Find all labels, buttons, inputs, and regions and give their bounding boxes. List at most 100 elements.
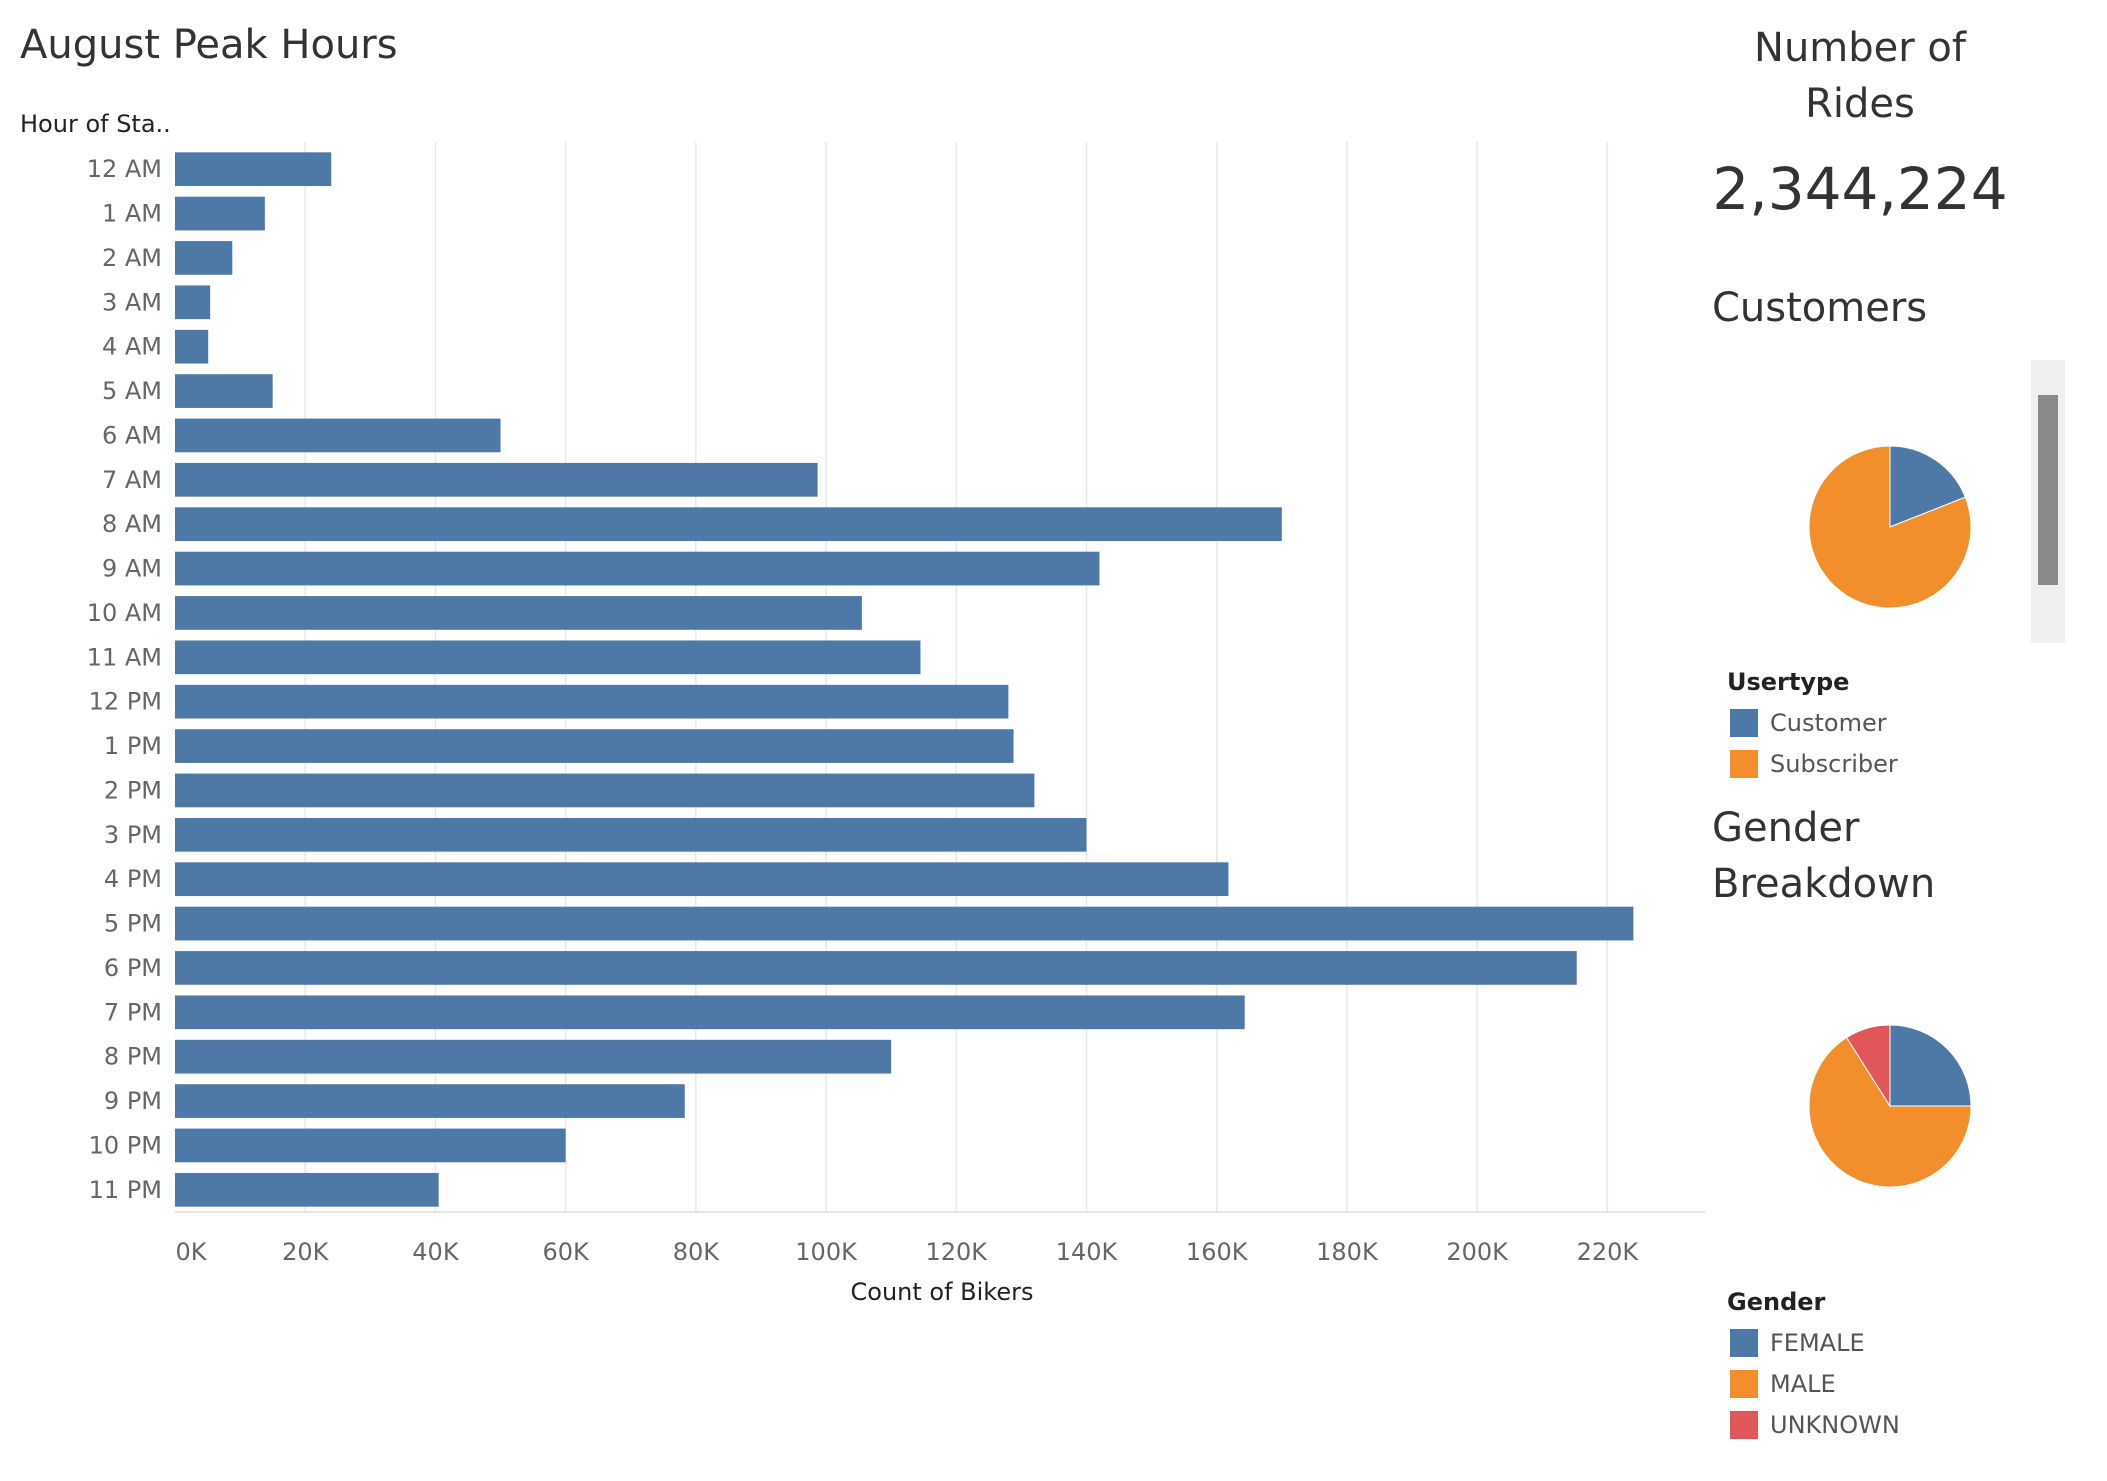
- x-tick-label: 60K: [542, 1238, 590, 1266]
- legend-label: UNKNOWN: [1770, 1411, 1900, 1439]
- bar-4-am[interactable]: [175, 329, 209, 364]
- bar-9-pm[interactable]: [175, 1084, 685, 1118]
- y-tick-label: 5 AM: [102, 377, 162, 405]
- bar-1-am[interactable]: [175, 196, 265, 231]
- female-swatch: [1730, 1329, 1758, 1357]
- legend-item-customer[interactable]: Customer: [1730, 708, 1887, 738]
- bar-11-am[interactable]: [175, 640, 921, 675]
- x-tick-label: 180K: [1316, 1238, 1379, 1266]
- y-tick-label: 8 PM: [104, 1043, 162, 1071]
- y-tick-label: 4 PM: [104, 865, 162, 893]
- x-tick-label: 80K: [673, 1238, 721, 1266]
- bar-3-am[interactable]: [175, 285, 211, 320]
- y-tick-label: 9 AM: [102, 555, 162, 583]
- x-tick-label: 220K: [1577, 1238, 1640, 1266]
- y-tick-label: 3 PM: [104, 821, 162, 849]
- y-tick-label: 10 AM: [87, 599, 162, 627]
- bar-6-am[interactable]: [175, 418, 501, 453]
- customer-swatch: [1730, 709, 1758, 737]
- x-tick-label: 140K: [1056, 1238, 1119, 1266]
- bar-7-am[interactable]: [175, 462, 818, 497]
- y-tick-label: 12 PM: [89, 688, 162, 716]
- pie-slice-subscriber[interactable]: [1808, 445, 1972, 609]
- y-tick-label: 11 AM: [87, 643, 162, 671]
- y-tick-label: 9 PM: [104, 1087, 162, 1115]
- page-title: August Peak Hours: [20, 22, 398, 68]
- x-tick-label: 20K: [282, 1238, 330, 1266]
- y-tick-label: 10 PM: [89, 1131, 162, 1159]
- pie-slice-male[interactable]: [1808, 1036, 1972, 1188]
- y-tick-label: 11 PM: [89, 1176, 162, 1204]
- bar-6-pm[interactable]: [175, 951, 1577, 985]
- bar-7-pm[interactable]: [175, 995, 1245, 1030]
- y-tick-label: 5 PM: [104, 910, 162, 938]
- y-axis-title: Hour of Sta..: [20, 110, 171, 138]
- usertype-legend-title: Usertype: [1727, 668, 1850, 696]
- x-tick-label: 40K: [412, 1238, 460, 1266]
- gender-title-line2: Breakdown: [1712, 861, 1936, 907]
- rides-title-line2: Rides: [1805, 81, 1915, 127]
- bar-11-pm[interactable]: [175, 1172, 439, 1207]
- scrollbar-thumb[interactable]: [2038, 395, 2058, 585]
- y-axis-ticks: 12 AM 1 AM 2 AM 3 AM 4 AM 5 AM 6 AM 7 AM 8 AM 9 A…: [87, 155, 162, 1204]
- male-swatch: [1730, 1370, 1758, 1398]
- bar-5-pm[interactable]: [175, 906, 1634, 941]
- x-tick-label: 0K: [175, 1238, 207, 1266]
- y-tick-label: 8 AM: [102, 510, 162, 538]
- legend-label: Customer: [1770, 709, 1887, 737]
- x-tick-label: 200K: [1446, 1238, 1509, 1266]
- bar-2-pm[interactable]: [175, 773, 1035, 808]
- x-tick-label: 160K: [1186, 1238, 1249, 1266]
- gender-legend-title: Gender: [1727, 1288, 1826, 1316]
- legend-label: Subscriber: [1770, 750, 1898, 778]
- y-tick-label: 7 AM: [102, 466, 162, 494]
- legend-label: FEMALE: [1770, 1329, 1865, 1357]
- bar-3-pm[interactable]: [175, 817, 1087, 852]
- x-tick-label: 120K: [926, 1238, 989, 1266]
- y-tick-label: 2 AM: [102, 244, 162, 272]
- y-tick-label: 1 PM: [104, 732, 162, 760]
- legend-item-unknown[interactable]: UNKNOWN: [1730, 1410, 1900, 1440]
- rides-title: Number of Rides: [1700, 20, 2020, 132]
- y-tick-label: 6 PM: [104, 954, 162, 982]
- x-tick-label: 100K: [795, 1238, 858, 1266]
- bars: [175, 152, 1634, 1207]
- bar-10-pm[interactable]: [175, 1128, 566, 1163]
- bar-8-am[interactable]: [175, 507, 1282, 542]
- unknown-swatch: [1730, 1411, 1758, 1439]
- y-tick-label: 7 PM: [104, 998, 162, 1026]
- bar-1-pm[interactable]: [175, 729, 1014, 763]
- legend-item-male[interactable]: MALE: [1730, 1369, 1836, 1399]
- bar-8-pm[interactable]: [175, 1039, 892, 1074]
- customers-pie-chart: [1808, 445, 1972, 609]
- legend-item-subscriber[interactable]: Subscriber: [1730, 749, 1898, 779]
- y-tick-label: 6 AM: [102, 421, 162, 449]
- pie-slice-customer[interactable]: [1889, 445, 1966, 528]
- legend-label: MALE: [1770, 1370, 1836, 1398]
- rides-count-value: 2,344,224: [1712, 155, 2008, 223]
- customers-title: Customers: [1712, 285, 1928, 331]
- y-tick-label: 1 AM: [102, 200, 162, 228]
- x-axis-ticks: 0K 20K 40K 60K 80K 100K 120K 140K 160K 180K 200K 22…: [175, 1238, 1639, 1266]
- gender-pie-chart: [1808, 1024, 1972, 1188]
- bar-10-am[interactable]: [175, 596, 862, 630]
- grid-lines: [175, 142, 1705, 1213]
- legend-item-female[interactable]: FEMALE: [1730, 1328, 1865, 1358]
- rides-title-line1: Number of: [1754, 25, 1966, 71]
- bar-5-am[interactable]: [175, 374, 273, 408]
- gender-breakdown-title: Gender Breakdown: [1712, 800, 1935, 912]
- bar-4-pm[interactable]: [175, 862, 1229, 897]
- x-axis-title: Count of Bikers: [851, 1278, 1034, 1306]
- y-tick-label: 3 AM: [102, 288, 162, 316]
- bar-2-am[interactable]: [175, 241, 233, 275]
- gender-title-line1: Gender: [1712, 805, 1860, 851]
- bar-9-am[interactable]: [175, 551, 1100, 586]
- pie-slice-unknown[interactable]: [1845, 1024, 1891, 1108]
- pie-slice-female[interactable]: [1889, 1024, 1972, 1107]
- subscriber-swatch: [1730, 750, 1758, 778]
- bar-12-pm[interactable]: [175, 684, 1009, 719]
- y-tick-label: 12 AM: [87, 155, 162, 183]
- y-tick-label: 4 AM: [102, 333, 162, 361]
- bar-12-am[interactable]: [175, 152, 332, 187]
